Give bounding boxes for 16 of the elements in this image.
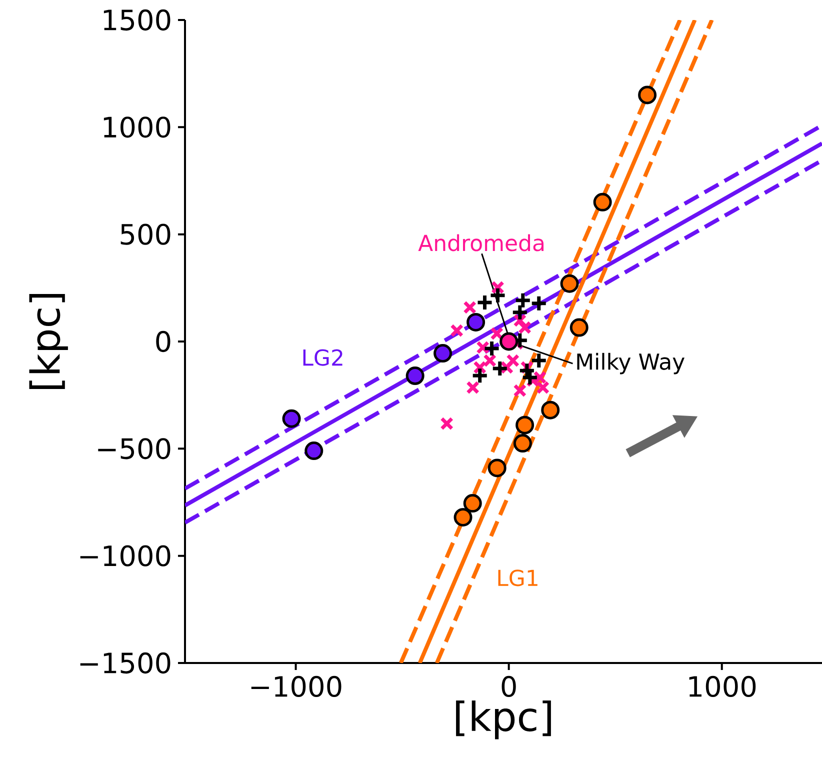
x-axis-title: [kpc]	[456, 700, 551, 740]
y-tick-label: 1000	[104, 116, 170, 138]
x-tick-label: −1000	[251, 676, 342, 698]
y-tick-label: 1500	[104, 9, 170, 31]
annotation: LG1	[498, 570, 538, 586]
annotation: LG2	[303, 349, 342, 366]
annotation: Milky Way	[577, 352, 684, 374]
y-tick-label: −500	[98, 438, 170, 460]
y-axis-title: [kpc]	[29, 294, 68, 389]
x-tick-label: 0	[502, 676, 516, 698]
y-tick-label: 500	[120, 224, 170, 245]
y-tick-label: −1000	[80, 545, 170, 566]
x-tick-label: 1000	[689, 676, 756, 698]
y-tick-label: −1500	[80, 652, 170, 674]
y-tick-label: 0	[156, 330, 170, 352]
annotation: Andromeda	[418, 234, 544, 252]
